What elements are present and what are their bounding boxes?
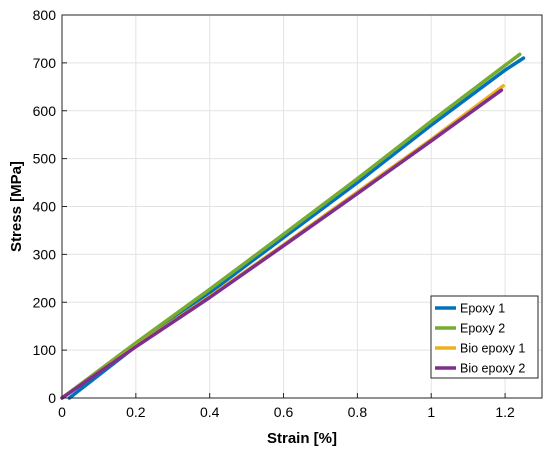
ticks: 0 0.2 0.4 0.6 0.8 1 1.2 0 100 200 300 400 500 600 700 8… [33,7,515,420]
x-tick-label: 1 [427,404,435,420]
y-tick-label: 300 [33,246,57,262]
legend-label-epoxy-2: Epoxy 2 [460,322,505,336]
x-tick-label: 0.6 [274,404,294,420]
y-tick-label: 600 [33,103,57,119]
series-line-epoxy-2 [60,52,522,400]
legend: Epoxy 1 Epoxy 2 Bio epoxy 1 Bio epoxy 2 [430,295,539,379]
y-tick-label: 0 [48,390,56,406]
legend-label-epoxy-1: Epoxy 1 [460,302,505,316]
x-tick-label: 0 [58,404,66,420]
series-line-bio-epoxy-2 [60,88,504,400]
y-tick-label: 700 [33,55,57,71]
y-tick-label: 800 [33,7,57,23]
x-tick-label: 1.2 [495,404,515,420]
y-tick-label: 100 [33,342,57,358]
y-tick-label: 200 [33,294,57,310]
legend-label-bio-epoxy-1: Bio epoxy 1 [460,342,525,356]
y-axis-title: Stress [MPa] [8,161,25,252]
x-tick-label: 0.4 [200,404,220,420]
series-layer [60,52,526,400]
x-tick-label: 0.8 [348,404,368,420]
y-tick-label: 400 [33,199,57,215]
x-tick-label: 0.2 [126,404,146,420]
y-tick-label: 500 [33,151,57,167]
x-axis-title: Strain [%] [267,430,337,447]
legend-label-bio-epoxy-2: Bio epoxy 2 [460,362,525,376]
